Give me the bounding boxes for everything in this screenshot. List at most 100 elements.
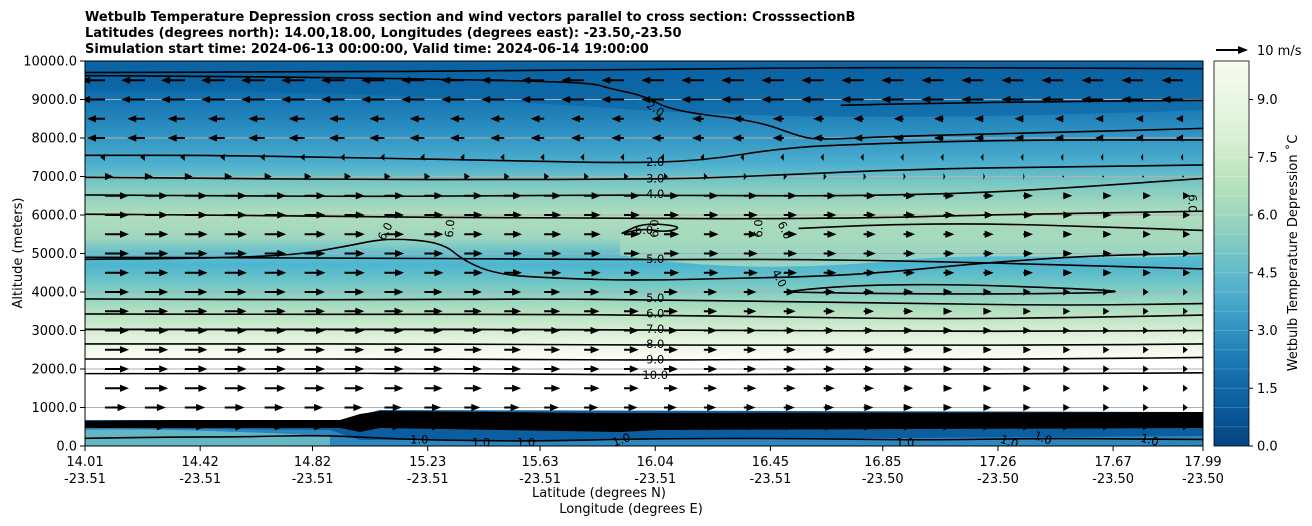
y-tick-label: 9000.0 — [32, 93, 78, 108]
wind-vector — [521, 95, 531, 104]
wind-vector — [853, 134, 863, 142]
wind-vector — [812, 134, 822, 142]
wind-vector — [707, 403, 717, 412]
wind-vector — [464, 172, 470, 181]
wind-vector — [1183, 269, 1191, 277]
wind-vector — [198, 230, 208, 238]
wind-vector — [708, 307, 718, 315]
wind-vector — [1140, 153, 1144, 161]
x-tick-label-lon: -23.51 — [179, 472, 221, 487]
wind-vector — [709, 249, 719, 258]
wind-vector — [198, 384, 208, 392]
x-tick-label-lat: 14.82 — [294, 455, 331, 470]
wind-vector — [732, 115, 742, 123]
wind-vector — [788, 269, 798, 277]
wind-vector — [630, 211, 640, 219]
colorbar-tick-label: 0.0 — [1257, 440, 1278, 455]
wind-vector — [1143, 211, 1151, 219]
wind-vector — [629, 307, 639, 315]
wind-vector — [441, 76, 451, 84]
wind-vector — [504, 172, 510, 181]
contour-line-6 — [798, 223, 1203, 232]
contour-label: 4.0 — [646, 187, 664, 201]
wind-vector — [906, 249, 916, 258]
wind-vector — [316, 288, 326, 296]
wind-vector — [300, 153, 305, 161]
wind-vector — [196, 423, 206, 431]
wind-vector — [903, 403, 913, 412]
wind-vector — [433, 326, 443, 335]
wind-vector — [513, 211, 523, 219]
wind-vector — [237, 384, 247, 392]
contour-label: 9.0 — [646, 353, 664, 367]
wind-vector — [140, 153, 145, 161]
y-tick-label: 3000.0 — [32, 324, 78, 339]
wind-vector — [591, 230, 601, 238]
wind-vector — [1063, 230, 1073, 238]
wind-vector — [1063, 249, 1073, 258]
wind-vector — [788, 249, 798, 258]
wind-vector — [721, 95, 731, 104]
wind-vector — [786, 288, 796, 296]
wind-vector — [1103, 326, 1110, 335]
wind-vector — [1102, 175, 1105, 178]
x-tick-label-lat: 16.04 — [637, 455, 674, 470]
wind-vector — [1103, 384, 1110, 392]
wind-vector — [629, 365, 639, 373]
wind-vector — [943, 384, 953, 392]
wind-vector — [1023, 384, 1031, 392]
chart-title-line-1: Wetbulb Temperature Depression cross sec… — [85, 10, 855, 25]
wind-vector — [328, 115, 338, 123]
x-tick-label-lat: 14.01 — [66, 455, 103, 470]
wind-vector — [481, 95, 491, 104]
wind-vector — [551, 384, 561, 392]
x-axis-label-longitude: Longitude (degrees E) — [559, 502, 703, 517]
wind-vector — [355, 192, 365, 200]
wind-vector — [1023, 403, 1031, 412]
contour-label: 1.0 — [472, 435, 490, 449]
wind-vector — [590, 288, 600, 296]
wind-vector — [747, 288, 757, 296]
wind-vector — [663, 172, 669, 181]
wind-vector — [401, 76, 411, 84]
wind-vector — [471, 403, 481, 412]
wind-vector — [235, 423, 245, 431]
wind-vector — [580, 153, 585, 161]
wind-vector — [513, 269, 523, 277]
wind-vector — [119, 326, 129, 335]
wind-vector — [591, 192, 601, 200]
wind-vector — [551, 365, 561, 373]
wind-vector — [748, 249, 758, 258]
wind-vector — [945, 192, 955, 200]
wind-vector — [512, 326, 522, 335]
wind-vector — [201, 95, 211, 104]
wind-vector — [825, 326, 835, 335]
wind-vector — [552, 249, 562, 258]
wind-vector — [353, 423, 363, 431]
wind-vector — [472, 326, 482, 335]
wind-vector — [159, 230, 169, 238]
x-tick-label-lon: -23.51 — [519, 472, 561, 487]
wind-vector — [624, 172, 629, 181]
wind-vector — [904, 346, 914, 354]
wind-vector — [681, 95, 691, 104]
wind-vector — [709, 230, 719, 238]
wind-vector — [1103, 365, 1110, 373]
wind-vector — [904, 288, 914, 296]
wind-vector — [864, 423, 874, 431]
wind-vector — [552, 230, 562, 238]
wind-vector — [1121, 76, 1131, 84]
wind-vector — [288, 134, 298, 142]
wind-vector — [369, 115, 379, 123]
wind-vector — [786, 365, 796, 373]
x-tick-label-lon: -23.51 — [292, 472, 334, 487]
wind-vector — [865, 365, 875, 373]
wind-vector — [983, 423, 992, 431]
wind-vector — [1143, 423, 1149, 431]
wind-vector — [237, 269, 247, 277]
wind-vector — [983, 384, 992, 392]
wind-vector — [707, 423, 717, 431]
contour-label: 8.0 — [646, 337, 664, 351]
wind-vector — [904, 326, 914, 335]
wind-vector — [433, 307, 443, 315]
